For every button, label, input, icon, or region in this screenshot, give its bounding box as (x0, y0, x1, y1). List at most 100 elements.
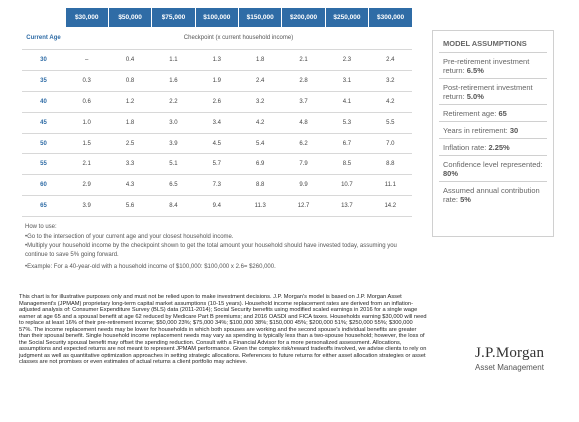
checkpoint-cell: 5.7 (195, 153, 239, 176)
checkpoint-cell: 5.6 (108, 195, 152, 218)
checkpoint-cell: 4.3 (108, 174, 152, 197)
checkpoint-cell: 1.6 (151, 70, 196, 92)
checkpoint-cell: 6.9 (238, 153, 282, 176)
current-age-header: Current Age (22, 27, 65, 50)
age-cell: 50 (22, 133, 65, 155)
checkpoint-cell: 11.3 (238, 195, 282, 218)
checkpoint-cell: 5.5 (368, 112, 412, 134)
assumption-label: Assumed annual contribution rate: (443, 186, 540, 204)
income-header: $300,000 (368, 8, 412, 27)
checkpoint-cell: 14.2 (368, 195, 412, 218)
checkpoint-cell: 4.8 (281, 112, 326, 134)
assumption-value: 65 (498, 109, 507, 118)
assumption-value: 5.0% (466, 92, 484, 101)
assumption-value: 6.5% (466, 66, 484, 75)
checkpoint-header: Checkpoint (x current household income) (65, 27, 412, 50)
checkpoint-cell: – (65, 49, 109, 71)
age-cell: 45 (22, 112, 65, 134)
income-header: $75,000 (151, 8, 196, 27)
checkpoint-cell: 4.2 (368, 91, 412, 113)
table-row: 65 3.9 5.6 8.4 9.4 11.3 12.7 13.7 14.2 (22, 195, 412, 218)
assumption-item: Years in retirement: 30 (439, 121, 547, 138)
checkpoint-cell: 4.2 (238, 112, 282, 134)
checkpoint-cell: 0.4 (108, 49, 152, 71)
how-to-bullet: Go to the intersection of your current a… (25, 233, 420, 242)
model-assumptions-panel: MODEL ASSUMPTIONS Pre-retirement investm… (432, 30, 554, 237)
assumption-value: 5% (460, 195, 471, 204)
how-to-use-section: How to use: Go to the intersection of yo… (25, 223, 420, 272)
checkpoint-cell: 1.8 (108, 112, 152, 134)
checkpoint-cell: 3.9 (151, 133, 196, 155)
income-header: $150,000 (238, 8, 283, 27)
checkpoint-cell: 1.3 (195, 49, 239, 71)
checkpoint-cell: 1.9 (195, 70, 239, 92)
checkpoint-cell: 10.7 (325, 174, 369, 197)
table-row: 55 2.1 3.3 5.1 5.7 6.9 7.9 8.5 8.8 (22, 153, 412, 176)
checkpoint-cell: 8.5 (325, 153, 369, 176)
assumption-item: Assumed annual contribution rate: 5% (439, 181, 547, 207)
age-cell: 55 (22, 153, 65, 176)
assumption-item: Confidence level represented: 80% (439, 155, 547, 181)
checkpoint-cell: 3.1 (325, 70, 369, 92)
assumption-item: Pre-retirement investment return: 6.5% (439, 52, 547, 78)
assumption-item: Inflation rate: 2.25% (439, 138, 547, 155)
checkpoint-cell: 3.2 (368, 70, 412, 92)
assumption-label: Pre-retirement investment return: (443, 57, 530, 75)
checkpoint-cell: 6.7 (325, 133, 369, 155)
assumption-label: Inflation rate: (443, 143, 489, 152)
assumption-label: Confidence level represented: (443, 160, 543, 169)
checkpoint-cell: 6.2 (281, 133, 326, 155)
checkpoint-cell: 0.3 (65, 70, 109, 92)
age-cell: 65 (22, 195, 65, 218)
checkpoint-cell: 2.6 (195, 91, 239, 113)
checkpoint-cell: 8.4 (151, 195, 196, 218)
checkpoint-cell: 3.2 (238, 91, 282, 113)
checkpoint-cell: 4.5 (195, 133, 239, 155)
jp-morgan-logo: J.P.Morgan Asset Management (475, 345, 575, 372)
checkpoint-cell: 1.0 (65, 112, 109, 134)
income-header: $50,000 (108, 8, 153, 27)
how-to-example-bullet: Example: For a 40-year-old with a househ… (25, 263, 420, 272)
table-row: 30–0.4 1.1 1.3 1.8 2.1 2.3 2.4 (22, 49, 412, 71)
checkpoint-cell: 5.3 (325, 112, 369, 134)
table-body: 30–0.4 1.1 1.3 1.8 2.1 2.3 2.4 35 0.3 0.8 1.6 1.9 2.… (22, 49, 412, 218)
checkpoint-cell: 3.4 (195, 112, 239, 134)
assumption-value: 80% (443, 169, 459, 178)
income-header: $250,000 (325, 8, 370, 27)
checkpoint-cell: 9.4 (195, 195, 239, 218)
table-row: 35 0.3 0.8 1.6 1.9 2.4 2.8 3.1 3.2 (22, 70, 412, 92)
checkpoint-cell: 1.1 (151, 49, 196, 71)
model-assumptions-title: MODEL ASSUMPTIONS (443, 39, 527, 48)
assumption-label: Years in retirement: (443, 126, 510, 135)
checkpoint-cell: 3.0 (151, 112, 196, 134)
checkpoint-cell: 4.1 (325, 91, 369, 113)
checkpoint-cell: 2.1 (65, 153, 109, 176)
checkpoint-cell: 6.5 (151, 174, 196, 197)
checkpoint-cell: 2.4 (238, 70, 282, 92)
income-header: $200,000 (281, 8, 326, 27)
checkpoint-cell: 1.8 (238, 49, 282, 71)
checkpoint-cell: 5.4 (238, 133, 282, 155)
table-row: 60 2.9 4.3 6.5 7.3 8.8 9.9 10.7 11.1 (22, 174, 412, 197)
disclaimer-text: This chart is for illustrative purposes … (19, 294, 427, 365)
table-row: 50 1.5 2.5 3.9 4.5 5.4 6.2 6.7 7.0 (22, 133, 412, 155)
assumption-label: Post-retirement investment return: (443, 83, 533, 101)
income-header: $30,000 (65, 8, 109, 27)
checkpoint-cell: 12.7 (281, 195, 326, 218)
how-to-bullet: Multiply your household income by the ch… (25, 242, 420, 260)
age-cell: 40 (22, 91, 65, 113)
assumption-label: Retirement age: (443, 109, 499, 118)
checkpoint-cell: 7.3 (195, 174, 239, 197)
subheader-row: Current Age Checkpoint (x current househ… (22, 27, 412, 50)
table-corner (22, 8, 66, 27)
checkpoint-cell: 7.9 (281, 153, 326, 176)
checkpoint-cell: 2.8 (281, 70, 326, 92)
logo-subtitle: Asset Management (475, 363, 544, 372)
checkpoint-cell: 2.5 (108, 133, 152, 155)
checkpoint-cell: 13.7 (325, 195, 369, 218)
income-header-row: $30,000 $50,000 $75,000 $100,000 $150,000 $20… (22, 8, 412, 27)
checkpoint-cell: 2.3 (325, 49, 369, 71)
checkpoint-cell: 3.7 (281, 91, 326, 113)
checkpoint-cell: 1.2 (108, 91, 152, 113)
assumption-value: 2.25% (488, 143, 510, 152)
